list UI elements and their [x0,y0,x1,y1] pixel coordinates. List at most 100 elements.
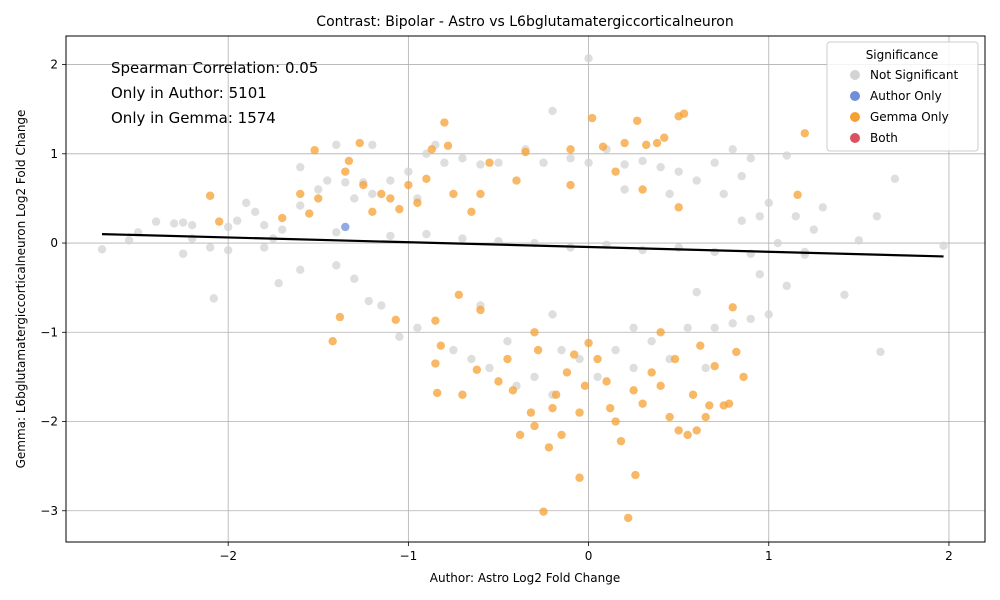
point-not-significant [296,201,305,210]
point-not-significant [737,216,746,225]
point-not-significant [205,243,215,252]
point-gemma-only [395,204,404,214]
y-tick-label: 2 [50,58,58,72]
point-gemma-only [633,116,642,125]
legend-title: Significance [866,48,939,62]
point-not-significant [656,162,665,172]
x-tick-label: −2 [219,549,237,563]
point-gemma-only [670,354,680,364]
point-not-significant [782,281,791,291]
point-gemma-only [328,337,337,346]
point-gemma-only [305,209,314,218]
point-gemma-only [359,180,368,190]
point-not-significant [341,178,350,187]
point-not-significant [629,323,638,333]
point-not-significant [458,234,467,243]
point-not-significant [854,236,864,245]
point-gemma-only [278,213,287,223]
point-not-significant [274,278,283,288]
point-not-significant [151,217,161,226]
point-gemma-only [503,354,512,364]
spearman-annotation: Spearman Correlation: 0.05 [111,59,318,77]
y-tick-label: 1 [50,147,58,161]
legend: Significance Not Significant Author Only… [826,41,979,152]
point-gemma-only [205,191,215,200]
point-not-significant [178,249,188,258]
point-gemma-only [368,207,377,217]
y-axis-label: Gemma: L6bglutamatergiccorticalneuron Lo… [14,110,28,469]
point-not-significant [809,225,819,234]
point-not-significant [260,220,269,230]
point-not-significant [278,225,287,234]
point-gemma-only [533,345,543,355]
point-gemma-only [544,443,554,452]
plot-frame [65,35,986,543]
point-not-significant [890,174,900,183]
point-gemma-only [530,328,539,337]
point-not-significant [548,106,557,116]
point-not-significant [440,158,449,167]
point-not-significant [701,363,710,373]
point-not-significant [557,345,566,355]
point-not-significant [187,220,197,230]
point-gemma-only [593,354,602,364]
y-tick-label: −2 [40,415,58,429]
point-gemma-only [679,109,689,118]
point-gemma-only [512,176,521,185]
point-gemma-only [422,174,431,183]
chart-title: Contrast: Bipolar - Astro vs L6bglutamat… [316,14,733,30]
point-gemma-only [575,473,584,482]
point-not-significant [377,301,386,310]
point-gemma-only [647,368,656,377]
point-not-significant [386,176,395,185]
point-not-significant [485,363,494,373]
point-gemma-only [696,341,705,350]
point-not-significant [548,310,557,319]
trend-line [102,233,944,258]
x-tick-label: 0 [585,549,593,563]
point-not-significant [494,237,503,246]
point-not-significant [241,198,251,208]
point-gemma-only [508,386,518,395]
point-not-significant [746,314,755,324]
point-not-significant [728,319,737,328]
point-not-significant [683,323,692,333]
point-not-significant [209,294,218,303]
point-gemma-only [214,217,224,226]
point-gemma-only [427,145,436,154]
point-gemma-only [683,430,692,440]
y-tick-label: −1 [40,325,58,339]
legend-label-gemma-only: Gemma Only [870,110,949,124]
point-not-significant [840,290,849,300]
point-not-significant [97,245,107,254]
point-gemma-only [467,207,476,217]
y-tick-label: −3 [40,504,58,518]
point-not-significant [728,145,737,154]
point-gemma-only [458,390,467,399]
point-gemma-only [404,180,413,190]
point-gemma-only [575,408,584,417]
point-gemma-only [656,381,665,391]
point-gemma-only [526,408,536,417]
point-gemma-only [391,315,400,324]
point-not-significant [755,212,764,221]
legend-box [826,41,979,152]
point-not-significant [178,218,188,227]
point-not-significant [332,261,341,270]
point-gemma-only [638,399,647,408]
y-tick-label: 0 [50,236,58,250]
point-not-significant [530,372,539,382]
point-not-significant [124,236,134,245]
point-not-significant [169,219,179,228]
point-gemma-only [710,361,719,371]
legend-marker-author-only [850,91,860,101]
point-not-significant [223,222,233,232]
point-not-significant [458,154,467,163]
point-not-significant [251,207,260,217]
point-gemma-only [701,412,710,422]
point-gemma-only [440,118,449,127]
point-gemma-only [344,156,354,166]
point-not-significant [710,158,719,167]
point-not-significant [395,332,404,341]
legend-marker-not-significant [850,70,860,80]
